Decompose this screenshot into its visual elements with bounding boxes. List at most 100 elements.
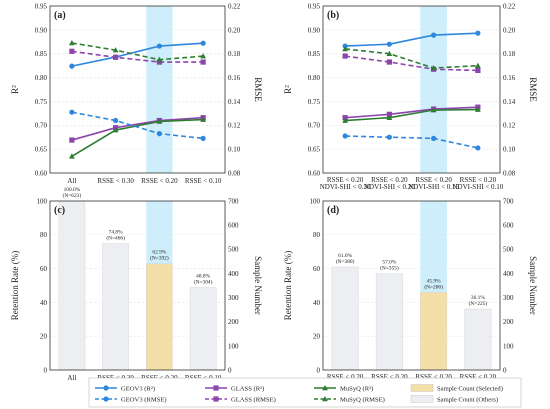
x-tick-label: RSSE < 0.20 [415, 176, 452, 184]
data-point [386, 134, 392, 140]
plot-frame [322, 5, 501, 174]
data-point [69, 137, 75, 143]
data-point [342, 117, 349, 123]
legend-label: MuSyQ (RMSE) [340, 396, 385, 403]
x-tick-label: RSSE < 0.20 [371, 373, 408, 381]
legend-label: GEOV3 (R²) [121, 385, 155, 392]
series-line [71, 50, 204, 63]
bar-value-label: 74.8% [109, 230, 123, 236]
x-tick-label: RSSE < 0.30 [97, 177, 134, 185]
y2-tick-label: 0.18 [503, 50, 516, 58]
x-tick-label: All [67, 374, 76, 382]
y-tick-label: 0.60 [308, 169, 321, 177]
y2-tick-label: 0.20 [503, 26, 516, 34]
y-tick-label: 0.80 [35, 74, 48, 82]
y2-tick-label: 500 [228, 246, 239, 254]
bar-value-label: 100.0% [64, 187, 81, 193]
series-geov3-rmse- [342, 133, 481, 151]
bar-count-label: (N=466) [106, 235, 125, 242]
legend-marker [213, 396, 219, 402]
y2-tick-label: 0.12 [228, 122, 241, 130]
series-musyq-r- [342, 106, 481, 123]
data-point [342, 133, 348, 139]
bar-value-label: 62.9% [152, 250, 166, 256]
y2-tick-label: 100 [503, 342, 514, 350]
bar-value-label: 36.1% [471, 295, 485, 301]
y-tick-label: 80 [40, 231, 48, 239]
panel-a: 0.60 0.65 0.70 0.75 0.80 0.85 0.90 0.95 0.08 0.10… [10, 2, 263, 185]
x-tick-label: All [67, 177, 76, 185]
plot-frame [49, 200, 226, 371]
y2-tick-label: 700 [503, 197, 514, 205]
y-tick-label: 0.95 [35, 2, 48, 10]
y2-tick-label: 300 [503, 294, 514, 302]
series-glass-rmse- [342, 53, 481, 74]
y-axis-label: R² [10, 85, 20, 94]
legend-frame [88, 377, 522, 408]
panel-label: (a) [54, 10, 66, 21]
bar-count-label: (N=355) [380, 265, 399, 272]
data-point [68, 153, 75, 159]
y-tick-label: 0.85 [308, 50, 321, 58]
legend-item: MuSyQ (R²) [314, 385, 373, 392]
y2-axis-label: RMSE [253, 77, 263, 102]
x-tick-label: RSSE < 0.20 [371, 176, 408, 184]
y2-tick-label: 700 [228, 197, 239, 205]
legend-label: Sample Count (Selected) [437, 385, 503, 392]
y2-tick-label: 0.22 [228, 2, 241, 10]
y-tick-label: 0 [317, 366, 321, 374]
y-tick-label: 0.65 [35, 146, 48, 154]
legend-label: MuSyQ (R²) [340, 385, 373, 392]
panel-label: (c) [54, 205, 65, 216]
series-line [345, 135, 479, 149]
y2-tick-label: 0.22 [503, 2, 516, 10]
legend-label: Sample Count (Others) [437, 396, 498, 403]
y2-tick-label: 0.16 [228, 74, 241, 82]
series-musyq-r- [68, 116, 207, 159]
bar [464, 308, 492, 371]
legend-item: MuSyQ (RMSE) [314, 396, 385, 403]
y2-tick-label: 600 [228, 222, 239, 230]
y2-tick-label: 0.10 [503, 146, 516, 154]
y2-tick-label: 0 [503, 366, 507, 374]
series-line [71, 42, 204, 67]
plot-frame [322, 200, 501, 371]
y-tick-label: 20 [40, 333, 48, 341]
data-point [386, 59, 392, 65]
legend-label: GEOV3 (RMSE) [121, 396, 167, 403]
data-point [474, 106, 481, 112]
y-tick-label: 0.75 [35, 98, 48, 106]
legend-marker [103, 385, 109, 391]
y2-tick-label: 0.08 [228, 169, 241, 177]
legend-item: GLASS (R²) [205, 385, 264, 392]
y2-tick-label: 400 [503, 270, 514, 278]
series-line [345, 32, 478, 47]
bar-count-label: (N=225) [469, 300, 488, 307]
bar-value-label: 48.8% [196, 274, 210, 280]
bar [102, 243, 129, 371]
bar-count-label: (N=392) [150, 255, 169, 262]
series-glass-r- [69, 115, 206, 143]
y-tick-label: 80 [313, 231, 321, 239]
y-tick-label: 0.60 [35, 169, 48, 177]
data-point [156, 59, 162, 65]
legend-item: GLASS (RMSE) [205, 396, 276, 403]
highlight-band [146, 6, 173, 173]
data-point [112, 127, 119, 133]
series-line [345, 106, 478, 119]
data-point [113, 117, 119, 124]
y-tick-label: 40 [313, 299, 321, 307]
series-line [71, 118, 204, 157]
legend-item: Sample Count (Others) [410, 395, 498, 403]
data-point [156, 56, 163, 62]
y2-tick-label: 500 [503, 246, 514, 254]
bar-value-label: 45.9% [427, 278, 441, 284]
x-tick-label: RSSE < 0.20 [327, 176, 364, 184]
plot-frame [49, 5, 226, 174]
data-point [156, 131, 162, 137]
series-line [345, 48, 478, 69]
series-line [71, 116, 204, 141]
y-tick-label: 0.90 [35, 26, 48, 34]
panel-b: 0.60 0.65 0.70 0.75 0.80 0.85 0.90 0.95 0.08 0.10… [283, 2, 538, 191]
